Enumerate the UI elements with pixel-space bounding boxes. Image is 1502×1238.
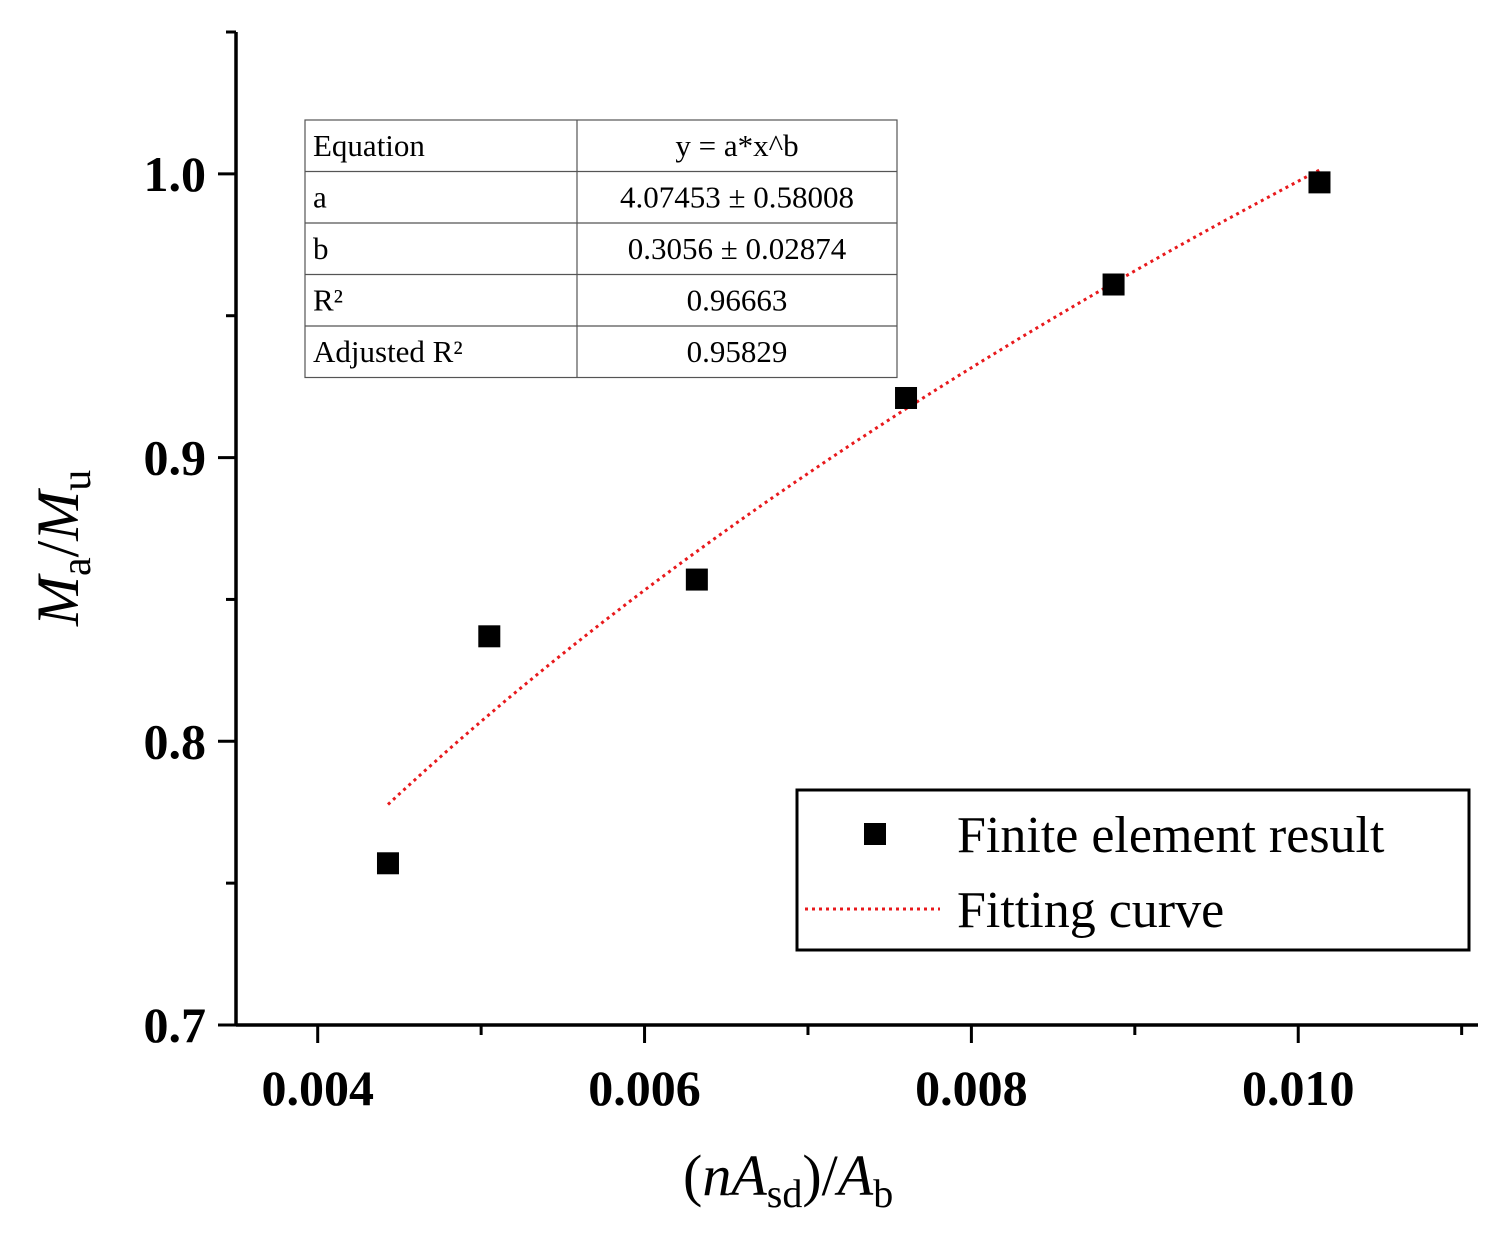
data-point-marker: [1102, 273, 1125, 296]
y-title-m1: M: [25, 573, 91, 627]
x-title-a1: A: [727, 1143, 767, 1208]
y-tick-label: 0.8: [144, 713, 207, 769]
ticks: [218, 30, 1464, 1043]
stats-table-label: b: [313, 231, 329, 266]
stats-table-label: a: [313, 180, 327, 215]
legend: Finite element result Fitting curve: [795, 788, 1471, 952]
fitting-curve-line: [386, 168, 1321, 806]
data-points: [376, 171, 1331, 875]
y-axis-title: Ma/Mu: [25, 470, 100, 627]
legend-label-fitting-curve: Fitting curve: [957, 882, 1224, 939]
stats-table-border: [304, 119, 898, 379]
x-title-mid: )/: [802, 1143, 838, 1208]
y-title-m2: M: [25, 488, 91, 542]
data-point-marker: [895, 386, 918, 409]
x-tick-label: 0.004: [261, 1060, 374, 1116]
x-title-sub2: b: [873, 1171, 893, 1216]
x-title-open: (: [683, 1143, 702, 1208]
y-title-sub1: a: [54, 557, 100, 576]
stats-table-label: Equation: [313, 128, 425, 163]
stats-table-label: Adjusted R²: [313, 334, 463, 369]
stats-table-value: y = a*x^b: [675, 128, 798, 163]
y-tick-label: 0.9: [144, 430, 207, 486]
tick-labels: 0.7 0.8 0.9 1.0 0.004 0.006 0.008 0.010: [144, 146, 1355, 1116]
stats-table-label: R²: [313, 283, 343, 318]
legend-box: [795, 788, 1471, 952]
stats-table-value: 4.07453 ± 0.58008: [620, 180, 854, 215]
x-tick-label: 0.010: [1242, 1060, 1355, 1116]
y-tick-label: 1.0: [144, 146, 207, 202]
data-point-marker: [685, 568, 708, 591]
data-point-marker: [478, 625, 501, 648]
legend-marker-finite-element: [864, 823, 886, 845]
x-title-a2: A: [834, 1143, 874, 1208]
data-point-marker: [1308, 171, 1331, 194]
x-tick-label: 0.008: [915, 1060, 1028, 1116]
axes: [234, 32, 1478, 1027]
stats-table-value: 0.3056 ± 0.02874: [628, 231, 847, 266]
x-title-sub1: sd: [767, 1171, 803, 1216]
stats-table-value: 0.96663: [687, 283, 788, 318]
data-point-marker: [376, 852, 399, 875]
y-title-sub2: u: [54, 470, 100, 491]
x-axis-title: (nAsd)/Ab: [683, 1143, 893, 1216]
legend-label-finite-element: Finite element result: [957, 807, 1385, 864]
x-title-n: n: [702, 1143, 731, 1208]
stats-table-value: 0.95829: [687, 334, 788, 369]
x-tick-label: 0.006: [588, 1060, 701, 1116]
stats-table: Equation y = a*x^b a 4.07453 ± 0.58008 b 0.30…: [304, 119, 898, 379]
y-title-slash: /: [25, 540, 91, 557]
y-tick-label: 0.7: [144, 997, 207, 1053]
